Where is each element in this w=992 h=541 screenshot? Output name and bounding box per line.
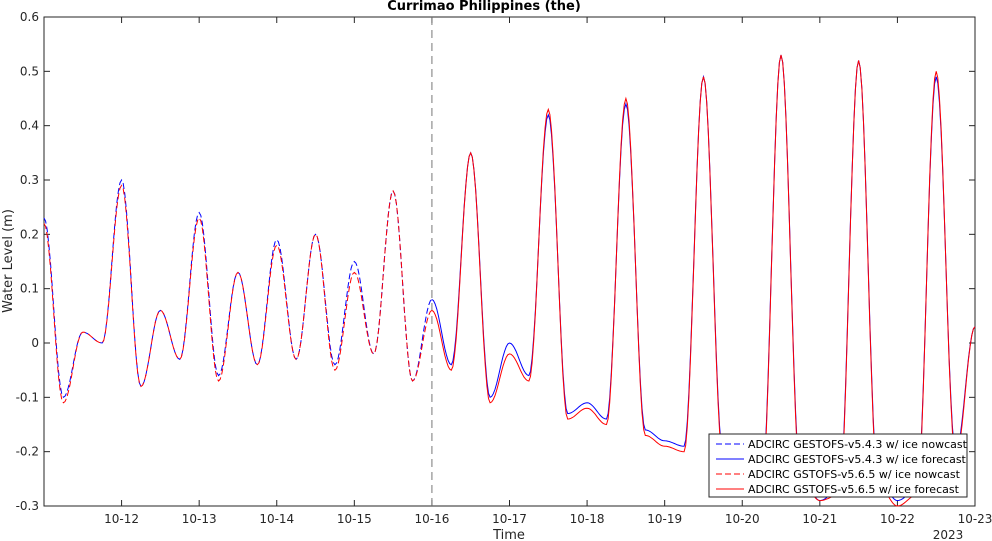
y-axis: -0.3 -0.2 -0.1 0 0.1 0.2 0.3 0.4 0.5 0.6 — [16, 10, 975, 513]
series-line-3 — [43, 184, 433, 404]
x-tick-label: 10-19 — [647, 512, 682, 526]
y-tick-label: 0.5 — [20, 64, 39, 78]
legend-label: ADCIRC GESTOFS-v5.4.3 w/ ice forecast — [748, 453, 967, 466]
y-tick-label: 0.2 — [20, 227, 39, 241]
y-tick-label: -0.2 — [16, 445, 39, 459]
y-tick-label: 0.6 — [20, 10, 39, 24]
y-axis-label: Water Level (m) — [1, 209, 16, 313]
legend-box — [708, 433, 968, 498]
y-tick-label: 0 — [31, 336, 39, 350]
y-tick-label: -0.1 — [16, 390, 39, 404]
legend-label: ADCIRC GSTOFS-v5.6.5 w/ ice forecast — [748, 483, 960, 496]
y-tick-label: 0.3 — [20, 173, 39, 187]
y-tick-label: -0.3 — [16, 499, 39, 513]
x-tick-label: 10-22 — [880, 512, 915, 526]
x-axis-label: Time — [492, 528, 525, 541]
x-tick-label: 10-14 — [259, 512, 294, 526]
x-axis: 10-12 10-13 10-14 10-15 10-16 10-17 10-18 10-19… — [104, 17, 992, 526]
x-tick-label: 10-16 — [414, 512, 449, 526]
y-tick-label: 0.4 — [20, 119, 39, 133]
x-tick-label: 10-20 — [725, 512, 760, 526]
x-tick-label: 10-17 — [492, 512, 527, 526]
legend: ADCIRC GESTOFS-v5.4.3 w/ ice nowcast ADCI… — [708, 433, 968, 498]
x-tick-label: 10-13 — [182, 512, 217, 526]
chart-title: Currimao Philippines (the) — [387, 0, 581, 14]
x-year-label: 2023 — [933, 528, 964, 541]
y-tick-label: 0.1 — [20, 282, 39, 296]
x-tick-label: 10-18 — [570, 512, 605, 526]
x-tick-label: 10-12 — [104, 512, 139, 526]
plot-area — [43, 16, 976, 507]
legend-label: ADCIRC GSTOFS-v5.6.5 w/ ice nowcast — [748, 468, 961, 481]
legend-label: ADCIRC GESTOFS-v5.4.3 w/ ice nowcast — [748, 438, 968, 451]
x-tick-label: 10-15 — [337, 512, 372, 526]
x-tick-label: 10-21 — [802, 512, 837, 526]
x-tick-label: 10-23 — [958, 512, 992, 526]
